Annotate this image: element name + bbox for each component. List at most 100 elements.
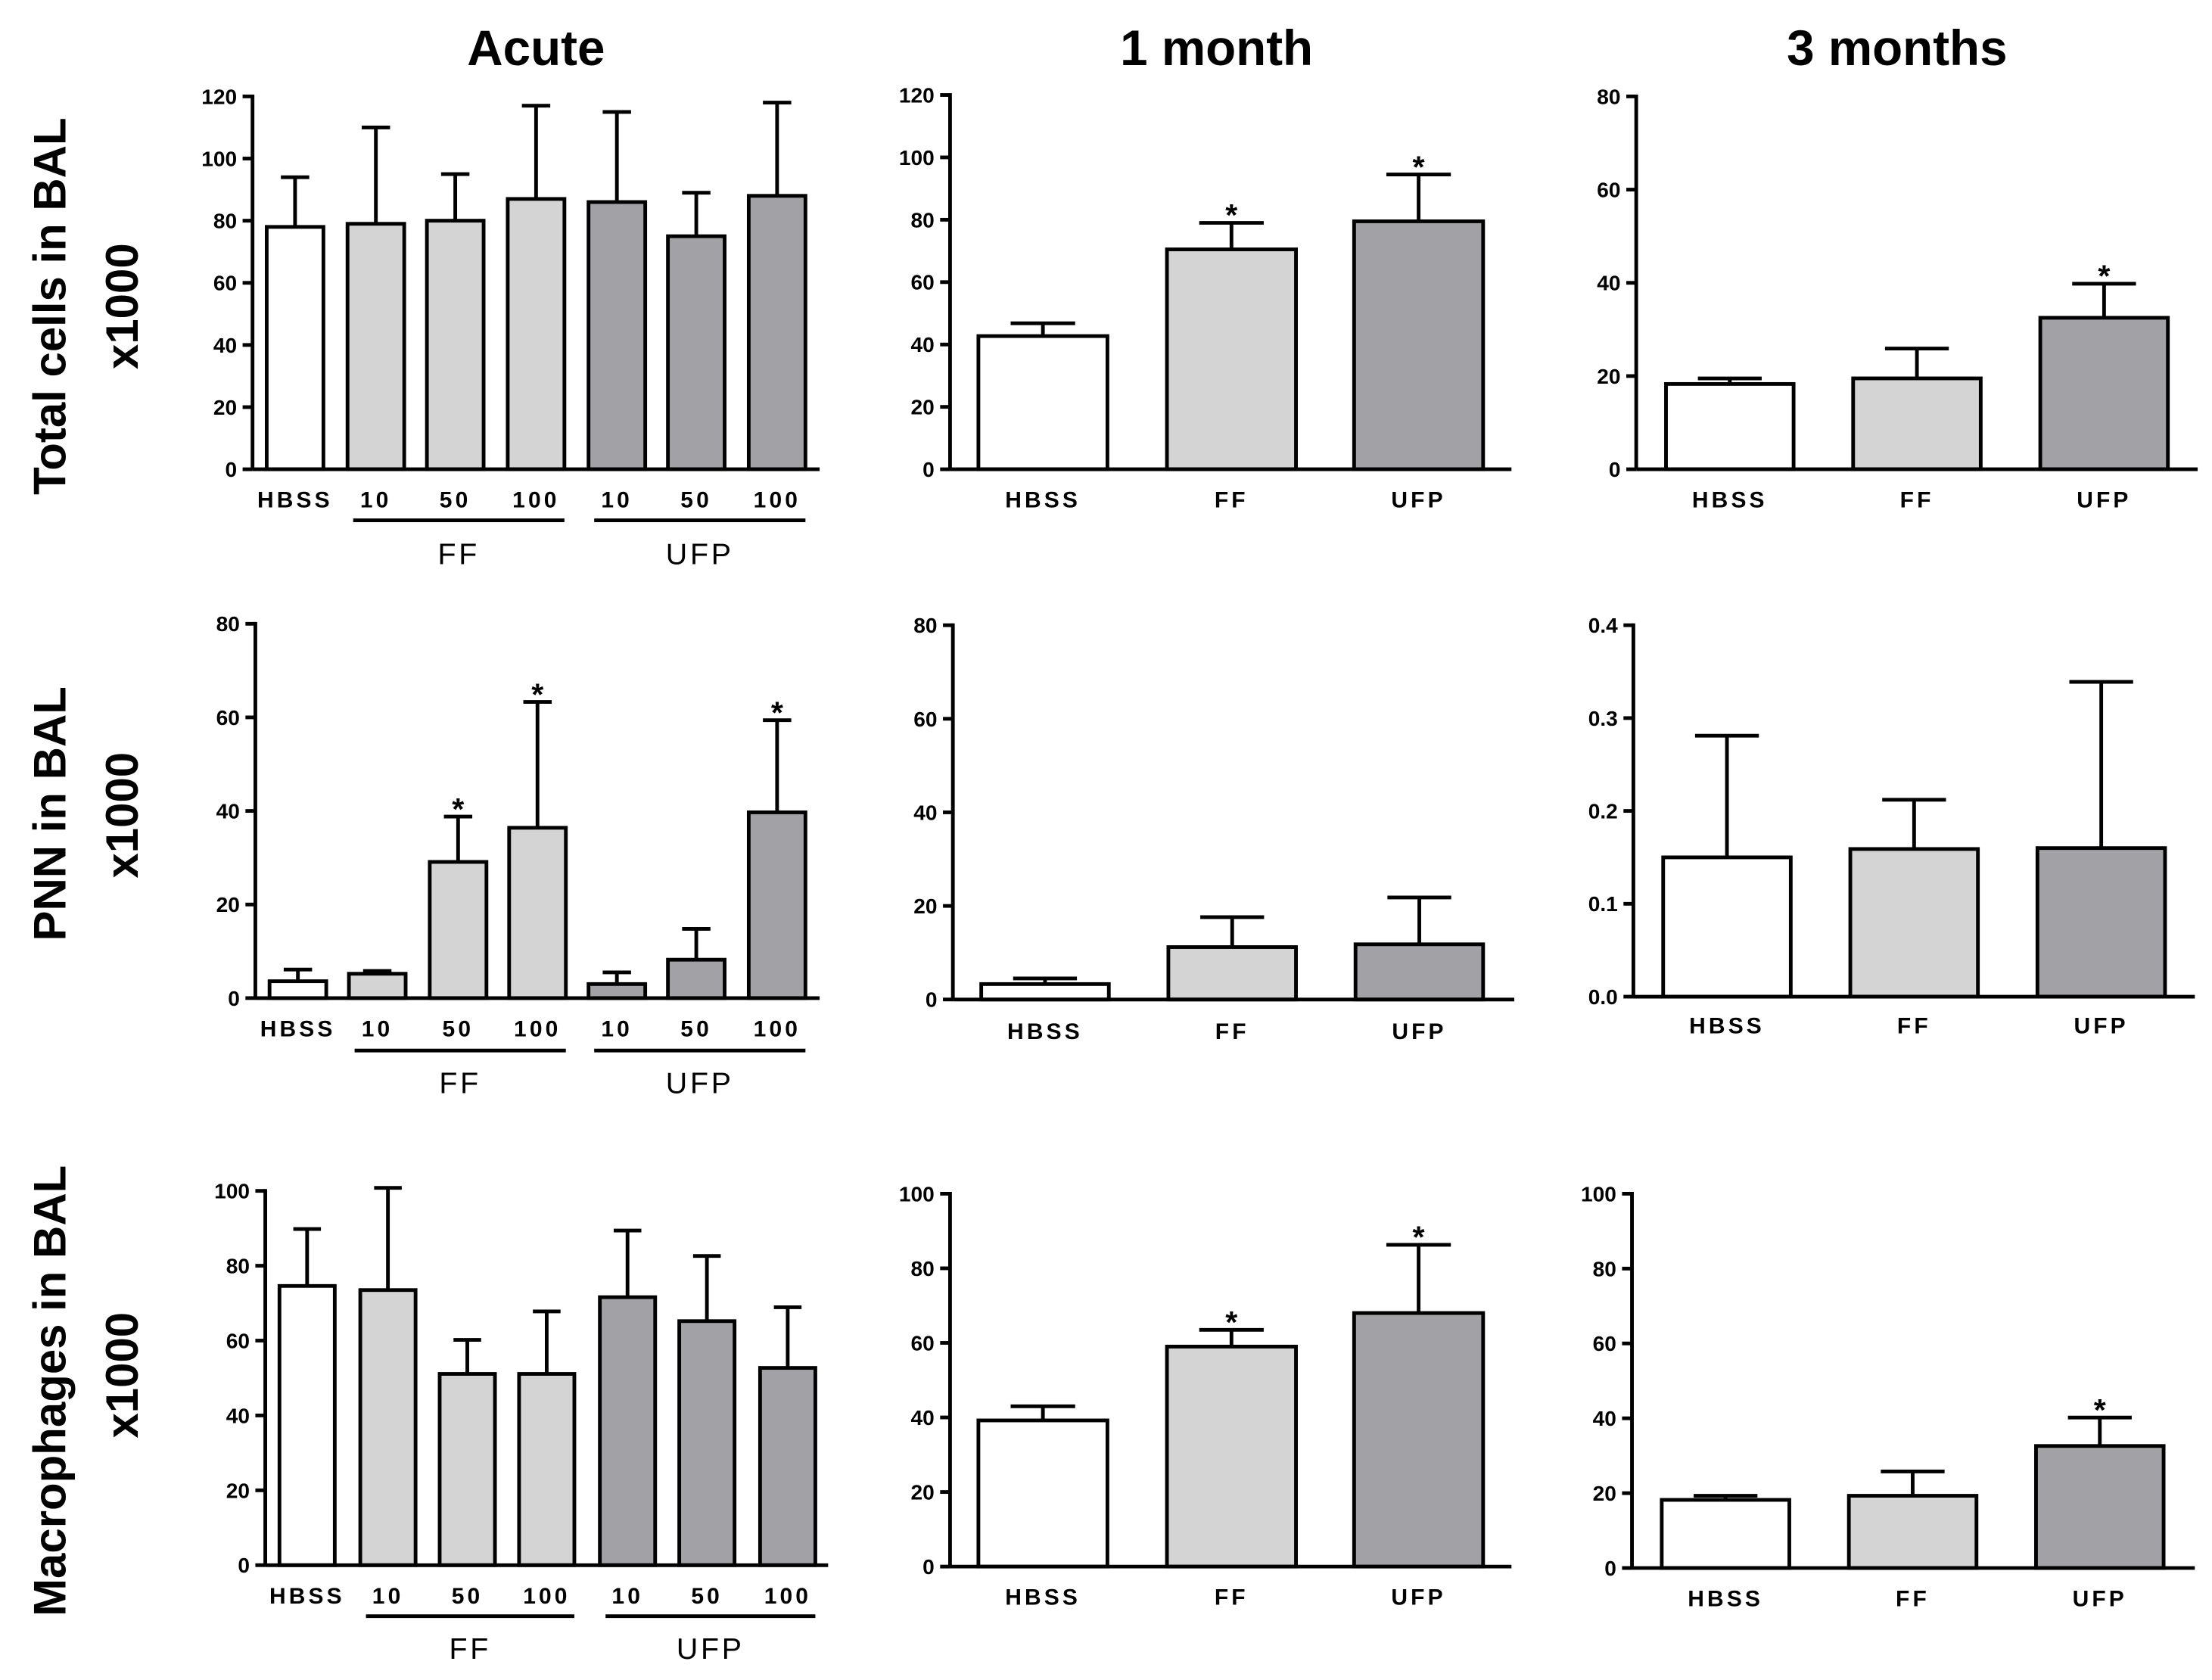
bar-ufp-100	[746, 810, 807, 1000]
error-bar-hbss	[1013, 976, 1078, 985]
x-tick-label: FF	[1215, 488, 1249, 513]
error-bar-hbss	[1697, 376, 1762, 384]
y-tick-label: 20	[1593, 1482, 1616, 1505]
significance-marker: *	[1413, 1220, 1425, 1255]
row-label-pnn: PNN in BAL	[24, 686, 75, 941]
significance-marker: *	[531, 677, 543, 711]
column-title-acute: Acute	[467, 20, 605, 76]
y-tick-label: 20	[1597, 365, 1620, 388]
y-tick-label: 0.2	[1588, 800, 1618, 823]
significance-marker: *	[2094, 1392, 2106, 1427]
y-tick-label: 0	[926, 988, 938, 1012]
y-tick-label: 60	[226, 1329, 250, 1352]
bar-ff-10	[347, 972, 408, 1000]
x-tick-label: UFP	[2077, 488, 2131, 513]
x-tick-label: UFP	[1391, 488, 1445, 513]
bar-hbss	[976, 1418, 1109, 1569]
y-tick-label: 60	[216, 706, 240, 730]
x-tick-label: HBSS	[1688, 1587, 1763, 1612]
bar-ufp-10	[586, 982, 648, 1000]
x-tick-label: FF	[1215, 1019, 1249, 1044]
bar-hbss	[1664, 381, 1796, 471]
panel-1-month-total-cells: 0 20 40 60 80 100 120 HBSS FF * UFP *	[899, 83, 1512, 513]
bar-hbss	[267, 979, 328, 1000]
panel-1-month-pnn: 0 20 40 60 80 HBSS FF UFP	[913, 614, 1515, 1044]
panel-3-months-pnn: 0.0 0.1 0.2 0.3 0.4 HBSS FF UFP	[1588, 614, 2195, 1039]
y-tick-label: 40	[226, 1404, 250, 1427]
panel-acute-macrophages: 0 20 40 60 80 100 HBSS 10 50 100 10 50 100 FF UFP	[214, 1180, 829, 1666]
y-tick-label: 20	[216, 893, 240, 916]
bar-ufp-50	[666, 957, 726, 1000]
row-label-total-cells-unit: x1000	[97, 243, 148, 369]
x-tick-label: UFP	[2074, 1014, 2128, 1039]
error-bar-ff-100	[521, 104, 551, 199]
error-bar-ff-50	[440, 172, 470, 221]
significance-marker: *	[1225, 1305, 1237, 1339]
y-tick-label: 60	[213, 272, 237, 295]
group-label-ufp: UFP	[677, 1632, 745, 1666]
significance-marker: *	[1413, 149, 1425, 184]
error-bar-ff	[1200, 915, 1265, 947]
x-tick-label: 50	[691, 1584, 723, 1609]
error-bar-ufp	[2069, 680, 2133, 848]
x-tick-label: FF	[1897, 1014, 1931, 1039]
error-bar-ufp	[1386, 173, 1451, 222]
x-tick-label: 100	[514, 1016, 561, 1041]
y-tick-label: 20	[213, 396, 237, 419]
x-tick-label: HBSS	[1007, 1019, 1083, 1044]
y-tick-label: 0	[922, 458, 935, 481]
y-tick-label: 0	[922, 1555, 935, 1579]
group-label-ufp: UFP	[666, 538, 734, 571]
bar-ff-10	[358, 1288, 418, 1567]
row-label-macrophages: Macrophages in BAL	[24, 1165, 75, 1616]
y-tick-label: 0	[1609, 458, 1621, 481]
x-tick-label: HBSS	[1005, 488, 1081, 513]
error-bar-ff-10	[361, 126, 390, 224]
error-bar-ff	[1881, 1469, 1945, 1496]
row-label-total-cells: Total cells in BAL	[24, 117, 75, 494]
x-tick-label: HBSS	[260, 1016, 336, 1041]
significance-marker: *	[452, 792, 464, 826]
y-tick-label: 120	[201, 85, 237, 108]
x-tick-label: 10	[611, 1584, 643, 1609]
y-tick-label: 0	[1604, 1557, 1616, 1580]
error-bar-hbss	[281, 175, 310, 227]
panel-3-months-total-cells: 0 20 40 60 80 HBSS FF UFP *	[1597, 85, 2198, 513]
panel-1-month-macrophages: 0 20 40 60 80 100 HBSS FF * UFP *	[899, 1182, 1512, 1610]
bar-ff-50	[428, 860, 489, 1000]
x-tick-label: FF	[1896, 1587, 1930, 1612]
y-tick-label: 120	[899, 83, 935, 107]
panel-3-months-macrophages: 0 20 40 60 80 100 HBSS FF UFP *	[1581, 1182, 2195, 1612]
y-tick-label: 60	[1593, 1332, 1616, 1355]
error-bar-ff-10	[374, 1186, 402, 1290]
bar-hbss	[277, 1283, 337, 1567]
error-bar-hbss	[1010, 321, 1075, 337]
panel-acute-pnn: 0 20 40 60 80 HBSS 10 50 * 100 * 10 50 100 * FF UFP	[216, 612, 820, 1100]
x-tick-label: 10	[601, 1016, 633, 1041]
bar-hbss	[1660, 1498, 1791, 1570]
y-tick-label: 0	[228, 987, 240, 1010]
error-bar-ff-50	[443, 814, 473, 862]
bar-ff-10	[345, 222, 406, 471]
x-tick-label: 100	[754, 1016, 801, 1041]
error-bar-hbss	[1694, 733, 1759, 857]
column-title-1-month: 1 month	[1120, 20, 1313, 76]
x-tick-label: 50	[452, 1584, 484, 1609]
significance-marker: *	[2098, 259, 2110, 294]
y-tick-label: 40	[911, 1406, 935, 1430]
error-bar-ff-10	[362, 969, 392, 974]
y-tick-label: 40	[1597, 272, 1620, 295]
significance-marker: *	[771, 695, 783, 730]
x-tick-label: 100	[512, 488, 559, 513]
error-bar-ufp	[2072, 282, 2136, 318]
error-bar-hbss	[293, 1227, 322, 1286]
y-tick-label: 80	[913, 614, 937, 637]
y-tick-label: 0.1	[1588, 892, 1618, 916]
y-tick-label: 40	[1593, 1407, 1616, 1430]
bar-ff	[1165, 247, 1298, 471]
x-tick-label: 10	[360, 488, 392, 513]
x-tick-label: 100	[523, 1584, 570, 1609]
x-tick-label: 10	[601, 488, 633, 513]
bar-ff	[1848, 847, 1980, 999]
